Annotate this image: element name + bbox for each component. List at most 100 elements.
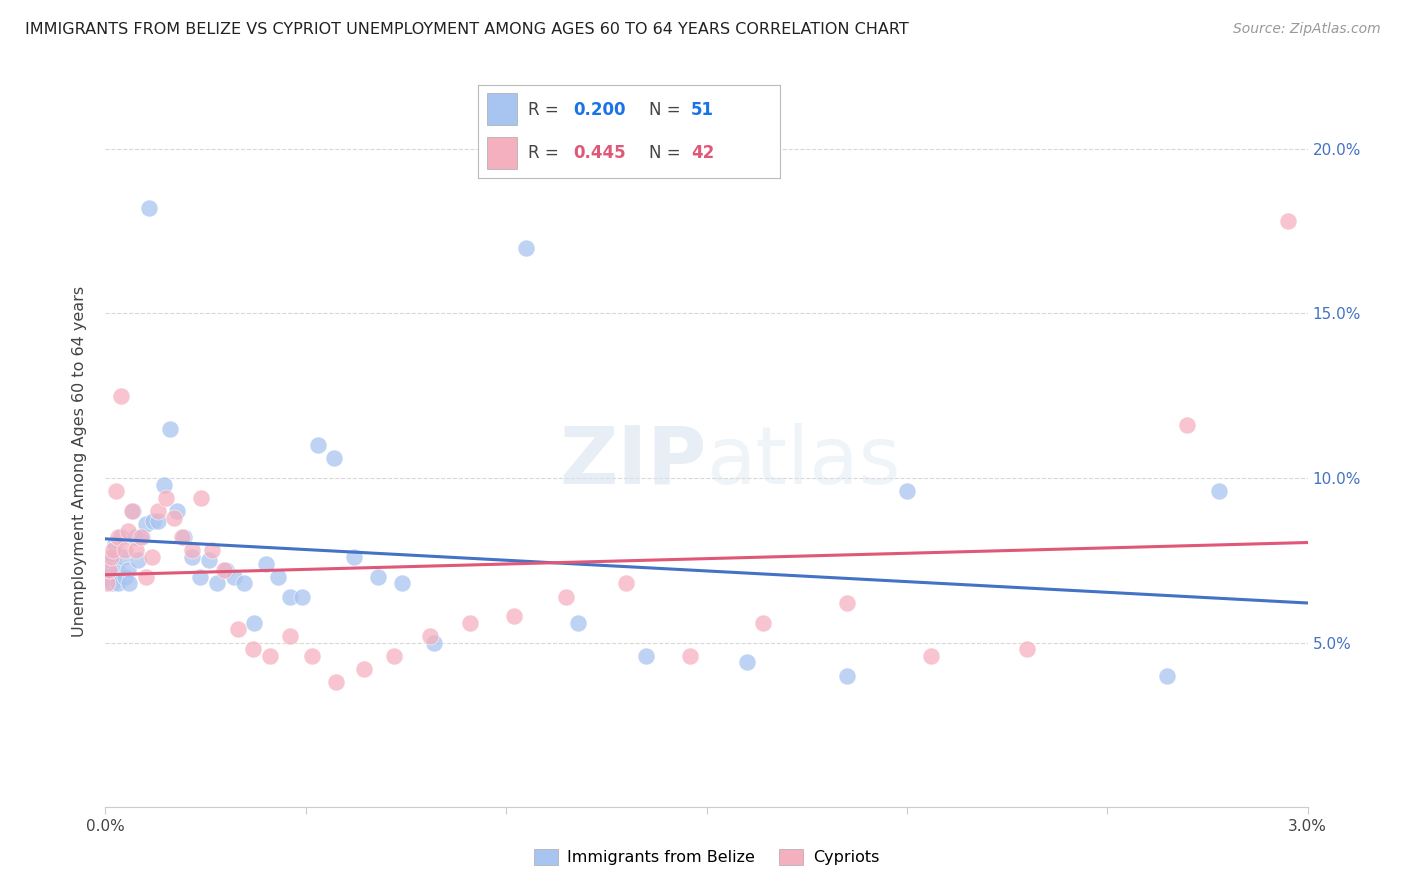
Point xyxy=(159,422,181,436)
Point xyxy=(142,514,165,528)
Y-axis label: Unemployment Among Ages 60 to 64 years: Unemployment Among Ages 60 to 64 years xyxy=(72,286,87,637)
Text: ZIP: ZIP xyxy=(560,423,707,500)
Point xyxy=(96,570,118,584)
Point xyxy=(835,596,858,610)
Point xyxy=(121,504,143,518)
Text: R =: R = xyxy=(527,145,564,162)
Point xyxy=(146,514,169,528)
Text: R =: R = xyxy=(527,101,564,119)
Point xyxy=(100,550,122,565)
Point xyxy=(104,484,127,499)
Point xyxy=(188,570,211,584)
Point xyxy=(423,635,446,649)
Bar xyxy=(486,137,517,169)
Text: 51: 51 xyxy=(692,101,714,119)
Point xyxy=(291,590,314,604)
Point xyxy=(343,550,366,565)
Point xyxy=(212,563,235,577)
Point xyxy=(616,576,638,591)
Point xyxy=(138,201,160,215)
Point xyxy=(205,576,228,591)
Point xyxy=(114,570,136,584)
Point xyxy=(180,550,202,565)
Point xyxy=(278,629,301,643)
Point xyxy=(198,553,221,567)
Point xyxy=(382,648,405,663)
Point xyxy=(896,484,918,499)
Text: 0.445: 0.445 xyxy=(574,145,626,162)
Point xyxy=(222,570,245,584)
Point xyxy=(124,530,146,544)
Point xyxy=(121,504,143,518)
Point xyxy=(214,563,236,577)
Point xyxy=(110,389,132,403)
Point xyxy=(141,550,163,565)
Legend: Immigrants from Belize, Cypriots: Immigrants from Belize, Cypriots xyxy=(527,843,886,871)
Point xyxy=(114,543,136,558)
Point xyxy=(172,530,194,544)
Point xyxy=(1175,418,1198,433)
Point xyxy=(259,648,281,663)
Point xyxy=(201,543,224,558)
Point xyxy=(101,576,124,591)
Point xyxy=(367,570,389,584)
Point xyxy=(458,615,481,630)
Point xyxy=(325,675,347,690)
Point xyxy=(173,530,195,544)
Point xyxy=(419,629,441,643)
Point xyxy=(242,642,264,657)
Text: atlas: atlas xyxy=(707,423,901,500)
Point xyxy=(110,530,132,544)
Point xyxy=(135,570,157,584)
Bar xyxy=(486,93,517,125)
Point xyxy=(117,524,139,538)
Point xyxy=(322,451,344,466)
Point xyxy=(97,563,120,577)
Point xyxy=(735,656,758,670)
Point xyxy=(1017,642,1039,657)
Point xyxy=(232,576,254,591)
Point xyxy=(127,553,149,567)
Point xyxy=(515,241,537,255)
Point xyxy=(105,563,128,577)
Point xyxy=(155,491,177,505)
Point xyxy=(267,570,290,584)
Point xyxy=(1208,484,1230,499)
Point xyxy=(180,543,202,558)
Point xyxy=(391,576,413,591)
Point xyxy=(567,615,589,630)
Point xyxy=(148,504,170,518)
Point xyxy=(679,648,702,663)
Point xyxy=(503,609,526,624)
Point xyxy=(152,477,174,491)
Point xyxy=(835,668,858,682)
Point xyxy=(98,553,121,567)
Point xyxy=(103,550,125,565)
Point xyxy=(131,530,153,544)
Point xyxy=(555,590,578,604)
Point xyxy=(112,550,135,565)
Point xyxy=(242,615,264,630)
Point xyxy=(751,615,773,630)
Point xyxy=(190,491,212,505)
Text: N =: N = xyxy=(648,101,686,119)
Point xyxy=(636,648,658,663)
Text: N =: N = xyxy=(648,145,686,162)
Text: Source: ZipAtlas.com: Source: ZipAtlas.com xyxy=(1233,22,1381,37)
Point xyxy=(104,537,127,551)
Point xyxy=(301,648,323,663)
Point xyxy=(1156,668,1178,682)
Text: 42: 42 xyxy=(692,145,714,162)
Point xyxy=(118,576,141,591)
Point xyxy=(1277,214,1299,228)
Point xyxy=(117,563,139,577)
Text: 0.200: 0.200 xyxy=(574,101,626,119)
Point xyxy=(135,517,157,532)
Point xyxy=(125,543,148,558)
Point xyxy=(166,504,188,518)
Point xyxy=(129,530,152,544)
Point xyxy=(107,530,129,544)
Point xyxy=(278,590,301,604)
Text: IMMIGRANTS FROM BELIZE VS CYPRIOT UNEMPLOYMENT AMONG AGES 60 TO 64 YEARS CORRELA: IMMIGRANTS FROM BELIZE VS CYPRIOT UNEMPL… xyxy=(25,22,910,37)
Point xyxy=(920,648,942,663)
